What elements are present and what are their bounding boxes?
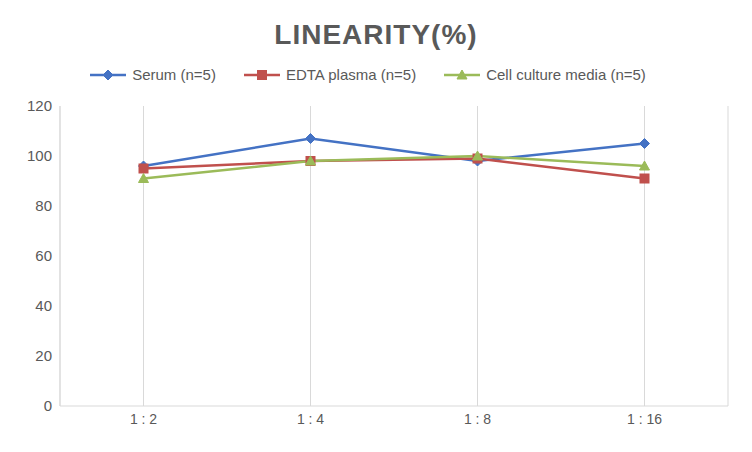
html-text:EDTA plasma (n=5): EDTA plasma (n=5) [286, 66, 417, 83]
svg-text:1 : 8: 1 : 8 [464, 411, 491, 427]
svg-text:40: 40 [35, 297, 52, 314]
svg-text:60: 60 [35, 247, 52, 264]
svg-text:1 : 2: 1 : 2 [130, 411, 157, 427]
svg-text:1 : 4: 1 : 4 [297, 411, 324, 427]
svg-text:120: 120 [27, 97, 52, 114]
svg-text:100: 100 [27, 147, 52, 164]
svg-text:0: 0 [44, 397, 52, 414]
svg-text:80: 80 [35, 197, 52, 214]
html-text:Serum (n=5): Serum (n=5) [132, 66, 216, 83]
html-text:LINEARITY(%): LINEARITY(%) [274, 19, 478, 50]
svg-text:1 : 16: 1 : 16 [627, 411, 662, 427]
html-text:Cell culture media (n=5): Cell culture media (n=5) [486, 66, 646, 83]
svg-text:20: 20 [35, 347, 52, 364]
